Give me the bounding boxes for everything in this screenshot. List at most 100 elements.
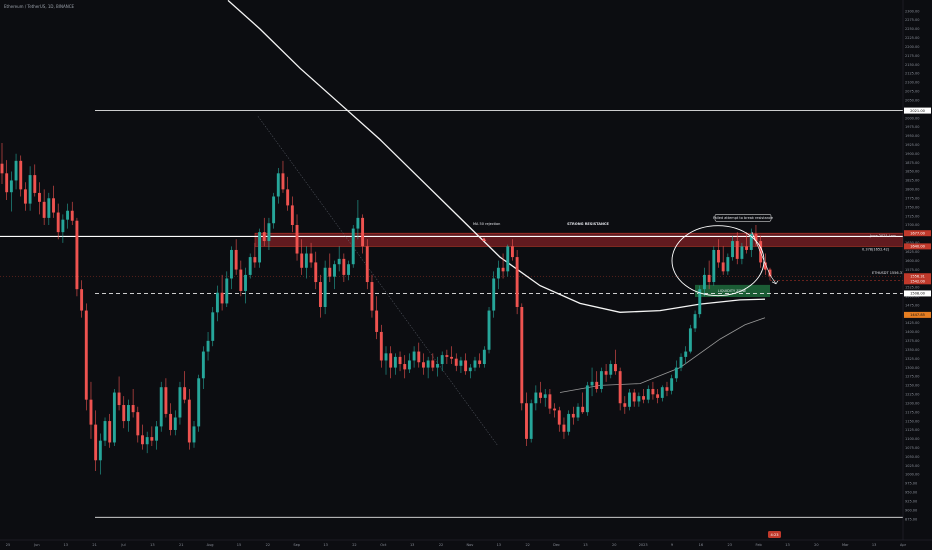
candle-body <box>187 399 191 443</box>
candle <box>450 346 454 365</box>
candle <box>398 351 402 372</box>
candle <box>609 360 613 379</box>
y-tick-label: 1625.00 <box>905 250 919 254</box>
candle <box>328 253 332 283</box>
candle <box>351 225 355 268</box>
y-tick-label: 1575.00 <box>905 268 919 272</box>
candle-body <box>422 362 425 368</box>
candle <box>656 388 660 404</box>
price-tag-label: 1677.00 <box>910 232 926 236</box>
y-tick-label: 900.00 <box>905 508 917 512</box>
candle <box>89 381 93 439</box>
candle-body <box>169 413 173 430</box>
y-tick-label: 1850.00 <box>905 170 919 174</box>
candle <box>482 346 486 368</box>
candle-body <box>9 180 13 193</box>
x-tick-label: Apr <box>900 543 907 547</box>
x-axis-ticks[interactable]: 25 Jun 13 21 Jul 13 21 Aug 15 22 Sep 13 22 Oct 13 22 Nov… <box>6 543 907 547</box>
candle <box>318 274 322 318</box>
candle-body <box>5 173 9 193</box>
candle <box>159 381 163 432</box>
y-tick-label: 1100.00 <box>905 437 919 441</box>
candle <box>0 143 4 185</box>
failed-attempt-label: Failed attempt to break resistance <box>713 216 773 220</box>
x-tick-label: 25 <box>6 543 10 547</box>
x-tick-label: 20 <box>612 543 616 547</box>
candle <box>562 417 566 439</box>
candle <box>459 356 463 373</box>
time-badge <box>768 531 781 538</box>
candle-body <box>492 278 496 311</box>
price-tag <box>904 273 931 280</box>
candle-body <box>38 192 41 202</box>
y-tick-label: 2150.00 <box>905 63 919 67</box>
candle-body <box>351 228 355 265</box>
annotations-layer: STRONG RESISTANCE Failed attempt to break… <box>473 214 904 297</box>
candle-body <box>159 387 163 427</box>
candle-body <box>28 175 32 204</box>
candle-body <box>230 249 233 279</box>
candle <box>492 271 496 318</box>
candle <box>403 355 407 379</box>
candle <box>304 246 308 279</box>
x-tick-label: 15 <box>237 543 241 547</box>
projection-arrow <box>751 232 777 284</box>
x-tick-label: 2023 <box>639 543 648 547</box>
candle <box>599 367 603 393</box>
candle-body <box>206 340 210 352</box>
candle-body <box>314 262 318 283</box>
candle-body <box>679 356 683 368</box>
y-tick-label: 1175.00 <box>905 410 919 414</box>
candle <box>347 260 350 281</box>
candle <box>361 214 365 254</box>
candle <box>590 367 594 397</box>
candles-layer[interactable] <box>0 143 772 475</box>
x-tick-label: 13 <box>64 543 68 547</box>
candle-body <box>290 205 294 226</box>
candle-body <box>211 312 215 341</box>
candle-body <box>272 196 276 224</box>
candle-body <box>379 331 383 361</box>
candle <box>501 253 505 279</box>
candle <box>539 381 542 404</box>
candle-body <box>52 198 55 213</box>
candle <box>384 346 388 375</box>
x-tick-label: 13 <box>872 543 876 547</box>
candle-body <box>665 387 669 391</box>
y-tick-label: 1950.00 <box>905 134 919 138</box>
candle-body <box>220 292 224 304</box>
candle-body <box>309 253 313 263</box>
candle <box>220 274 224 311</box>
candle <box>712 246 716 286</box>
candle <box>698 285 702 318</box>
candle <box>169 403 173 436</box>
y-tick-label: 1525.00 <box>905 286 919 290</box>
x-tick-label: 9 <box>671 543 673 547</box>
candle-body <box>155 426 158 441</box>
candle-body <box>375 310 379 332</box>
candle <box>642 388 646 404</box>
y-tick-label: 2125.00 <box>905 72 919 76</box>
y-tick-label: 1375.00 <box>905 339 919 343</box>
candle <box>440 351 444 372</box>
x-tick-label: 20 <box>814 543 818 547</box>
candle-body <box>178 387 182 418</box>
candle <box>595 371 599 393</box>
candle-body <box>745 246 749 250</box>
candle <box>445 349 449 365</box>
candle-body <box>604 371 608 375</box>
x-tick-label: Oct <box>380 543 387 547</box>
candle <box>206 331 210 361</box>
candle <box>745 232 749 254</box>
y-tick-label: 1825.00 <box>905 179 919 183</box>
candle-body <box>248 257 252 275</box>
candle-body <box>501 267 505 272</box>
candle-body <box>721 262 725 272</box>
candle <box>108 413 112 448</box>
candle <box>375 296 379 340</box>
price-scale[interactable] <box>903 0 932 540</box>
candle-body <box>468 367 472 372</box>
candle <box>295 214 299 261</box>
